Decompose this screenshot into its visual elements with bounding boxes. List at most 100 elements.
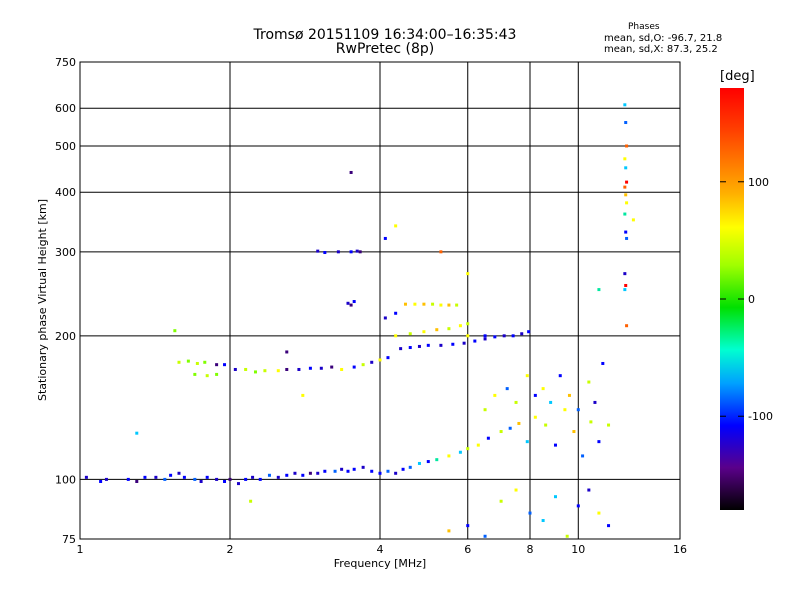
data-point (330, 365, 334, 369)
data-point (215, 477, 219, 481)
data-point (333, 469, 337, 473)
data-point (233, 367, 237, 371)
data-point (193, 477, 197, 481)
data-point (408, 465, 412, 469)
data-point (228, 477, 232, 481)
data-point (514, 400, 518, 404)
data-point (346, 469, 350, 473)
data-point (553, 495, 557, 499)
data-point (625, 236, 629, 240)
data-point (447, 529, 451, 533)
data-point (349, 250, 353, 254)
data-point (422, 330, 426, 334)
data-point (193, 372, 197, 376)
data-point (466, 447, 470, 451)
data-point (223, 479, 227, 483)
data-point (624, 121, 628, 125)
data-point (597, 511, 601, 515)
data-point (587, 380, 591, 384)
data-point (623, 288, 627, 292)
data-point (355, 249, 359, 253)
data-point (267, 473, 271, 477)
data-point (435, 458, 439, 462)
data-point (195, 361, 199, 365)
data-point (163, 477, 167, 481)
data-point (527, 330, 531, 334)
data-point (623, 103, 627, 107)
data-point (587, 488, 591, 492)
x-tick-label: 2 (227, 543, 234, 556)
data-point (597, 440, 601, 444)
data-point (607, 524, 611, 528)
x-axis-label: Frequency [MHz] (334, 557, 426, 570)
data-point (177, 360, 181, 364)
data-point (352, 365, 356, 369)
data-point (169, 473, 173, 477)
data-point (403, 302, 407, 306)
data-point (447, 303, 451, 307)
data-point (340, 467, 344, 471)
data-point (352, 467, 356, 471)
x-tick-label: 8 (527, 543, 534, 556)
data-point (370, 360, 374, 364)
data-point (199, 479, 203, 483)
data-point (533, 415, 537, 419)
data-point (623, 185, 627, 189)
data-point (223, 363, 227, 367)
data-point (505, 387, 509, 391)
data-points (84, 103, 635, 538)
data-point (205, 374, 209, 378)
data-point (431, 302, 435, 306)
data-point (623, 157, 627, 161)
y-tick-label: 750 (55, 56, 76, 69)
data-point (439, 343, 443, 347)
data-point (301, 473, 305, 477)
x-tick-label: 10 (571, 543, 585, 556)
data-point (186, 359, 190, 363)
data-point (466, 272, 470, 276)
data-point (447, 454, 451, 458)
data-point (417, 344, 421, 348)
x-tick-label: 1 (77, 543, 84, 556)
data-point (336, 250, 340, 254)
data-point (386, 469, 390, 473)
y-tick-label: 500 (55, 140, 76, 153)
data-point (625, 201, 629, 205)
data-point (253, 370, 257, 374)
data-point (401, 467, 405, 471)
data-point (581, 454, 585, 458)
data-point (483, 534, 487, 538)
data-point (511, 334, 515, 338)
data-point (426, 460, 430, 464)
data-point (601, 361, 605, 365)
data-point (525, 440, 529, 444)
data-point (483, 334, 487, 338)
data-point (493, 335, 497, 339)
data-point (236, 482, 240, 486)
data-point (625, 324, 629, 328)
data-point (276, 475, 280, 479)
data-point (455, 303, 459, 307)
phase-stats-title: Phases (628, 22, 660, 32)
axis-ticks: 1 2 4 6 8 10 16 75 100 200 300 400 500 600 750 (55, 56, 687, 556)
data-point (285, 367, 289, 371)
phase-stats-x: mean, sd,X: 87.3, 25.2 (604, 44, 718, 55)
data-point (451, 342, 455, 346)
colorbar-tick-label: 0 (748, 293, 755, 306)
data-point (293, 471, 297, 475)
data-point (205, 475, 209, 479)
data-point (301, 393, 305, 397)
colorbar-label: [deg] (720, 69, 755, 84)
x-tick-label: 16 (673, 543, 687, 556)
data-point (378, 471, 382, 475)
data-point (276, 369, 280, 373)
data-point (323, 251, 327, 255)
data-point (244, 477, 248, 481)
data-point (466, 524, 470, 528)
data-point (104, 477, 108, 481)
data-point (589, 420, 593, 424)
data-point (285, 473, 289, 477)
data-point (517, 421, 521, 425)
data-point (426, 343, 430, 347)
data-point (316, 249, 320, 253)
